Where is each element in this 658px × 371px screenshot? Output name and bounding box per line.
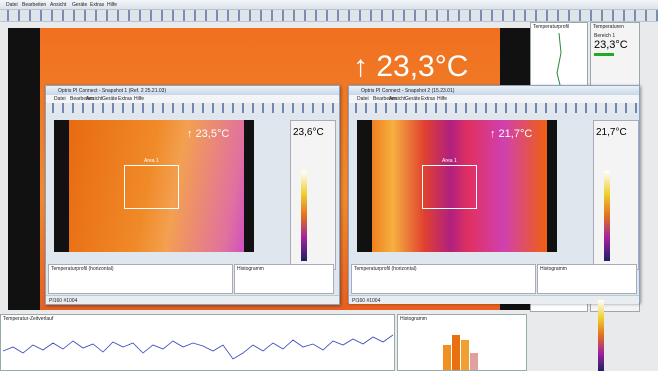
timeline-panel: Temperatur-Zeitverlauf (0, 314, 395, 371)
menu-bar: Datei Bearbeiten Ansicht Geräte Extras Hilfe (349, 95, 639, 103)
thermal-image: ↑ 23,5°C Area 1 (69, 120, 244, 252)
panel-title: Temperaturen (593, 24, 624, 30)
menu-item[interactable]: Extras (90, 2, 105, 8)
panel-title: Histogramm (400, 316, 427, 322)
pane-title: Temperaturprofil (horizontal) (51, 266, 114, 272)
menu-item[interactable]: Datei (357, 96, 369, 102)
thermal-image: ↑ 21,7°C Area 1 (372, 120, 547, 252)
profile-pane: Temperaturprofil (horizontal) (48, 264, 233, 294)
menu-item[interactable]: Hilfe (437, 96, 448, 102)
color-scale (604, 171, 610, 261)
pane-title: Histogramm (540, 266, 567, 272)
menu-item[interactable]: Datei (54, 96, 66, 102)
area-label: Area 1 (442, 158, 457, 164)
max-temperature: ↑ 21,7°C (490, 128, 533, 140)
menu-item[interactable]: Geräte (72, 2, 88, 8)
color-scale (301, 171, 307, 261)
menu-bar: Datei Bearbeiten Ansicht Geräte Extras Hilfe (46, 95, 339, 103)
title-bar: Optris PI Connect - Snapshot 2 (15.23.01… (349, 86, 639, 95)
menu-item[interactable]: Ansicht (86, 96, 103, 102)
image-view: ↑ 23,5°C Area 1 (54, 120, 254, 252)
timeline-graph (3, 334, 393, 360)
area-value: 23,3°C (594, 39, 628, 51)
menu-item[interactable]: Bearbeiten (22, 2, 47, 8)
status-text: PI160 #1004 (352, 298, 381, 304)
window-title: Optris PI Connect - Snapshot 1 (Ref. 2 2… (58, 88, 167, 94)
title-bar: Optris PI Connect - Snapshot 1 (Ref. 2 2… (46, 86, 339, 95)
measure-area (124, 165, 179, 209)
menu-item[interactable]: Extras (421, 96, 436, 102)
max-temperature: ↑ 23,5°C (187, 128, 230, 140)
level-bar (594, 53, 614, 56)
menu-item[interactable]: Hilfe (134, 96, 145, 102)
toolbar (46, 103, 339, 113)
area-label: Area 1 (144, 158, 159, 164)
snapshot-window: Optris PI Connect - Snapshot 1 (Ref. 2 2… (45, 85, 340, 305)
status-bar: PI160 #1004 (46, 295, 339, 304)
area-value: 21,7°C (596, 127, 627, 138)
window-title: Optris PI Connect - Snapshot 2 (15.23.01… (361, 88, 455, 94)
status-bar: PI160 #1004 (349, 295, 639, 304)
histogram-pane: Histogramm (537, 264, 637, 294)
menu-item[interactable]: Bearbeiten (373, 96, 398, 102)
area-value: 23,6°C (293, 127, 324, 138)
color-scale (598, 300, 604, 371)
histogram-pane: Histogramm (234, 264, 334, 294)
toolbar (349, 103, 639, 113)
side-panel: 21,7°C (593, 120, 639, 270)
menu-item[interactable]: Geräte (102, 96, 118, 102)
pane-title: Histogramm (237, 266, 264, 272)
snapshot-window: Optris PI Connect - Snapshot 2 (15.23.01… (348, 85, 640, 304)
menu-item[interactable]: Bearbeiten (70, 96, 95, 102)
menu-item[interactable]: Geräte (405, 96, 421, 102)
menu-item[interactable]: Hilfe (107, 2, 118, 8)
panel-title: Temperaturprofil (533, 24, 570, 30)
menu-bar: Datei Bearbeiten Ansicht Geräte Extras H… (0, 0, 658, 10)
menu-item[interactable]: Datei (6, 2, 18, 8)
toolbar (0, 10, 658, 22)
menu-item[interactable]: Ansicht (389, 96, 406, 102)
panel-title: Temperatur-Zeitverlauf (3, 316, 54, 322)
status-text: PI160 #1004 (49, 298, 78, 304)
profile-pane: Temperaturprofil (horizontal) (351, 264, 536, 294)
measure-area (422, 165, 477, 209)
pane-title: Temperaturprofil (horizontal) (354, 266, 417, 272)
side-panel: 23,6°C (290, 120, 336, 270)
max-temperature: ↑ 23,3°C (353, 50, 469, 83)
image-view: ↑ 21,7°C Area 1 (357, 120, 557, 252)
area-label: Bereich 1 (594, 33, 616, 39)
histogram-panel: Histogramm (397, 314, 527, 371)
menu-item[interactable]: Extras (118, 96, 133, 102)
menu-item[interactable]: Ansicht (50, 2, 67, 8)
